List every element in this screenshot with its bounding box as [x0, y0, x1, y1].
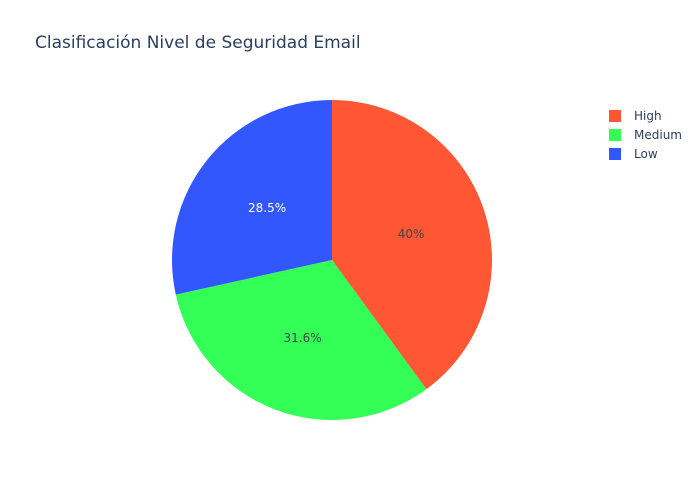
legend-item-high[interactable]: High — [609, 106, 682, 125]
legend-swatch — [609, 147, 621, 160]
legend-label: Medium — [634, 127, 682, 142]
legend-item-low[interactable]: Low — [609, 144, 682, 163]
pie-slice-label-low: 28.5% — [248, 201, 286, 215]
chart-legend[interactable]: High Medium Low — [609, 106, 682, 163]
legend-label: Low — [634, 146, 658, 161]
pie-slices — [171, 100, 493, 421]
pie-slice-high[interactable] — [332, 100, 493, 390]
pie-slice-labels: 40% 31.6% 28.5% — [248, 201, 424, 345]
pie-slice-low[interactable] — [171, 100, 332, 295]
pie-slice-label-high: 40% — [398, 227, 425, 241]
legend-item-medium[interactable]: Medium — [609, 125, 682, 144]
pie-slice-label-medium: 31.6% — [284, 331, 322, 345]
legend-label: High — [634, 108, 662, 123]
legend-swatch — [609, 128, 621, 141]
pie-slice-medium[interactable] — [175, 260, 427, 421]
chart-title: Clasificación Nivel de Seguridad Email — [35, 33, 361, 53]
legend-swatch — [609, 109, 621, 122]
